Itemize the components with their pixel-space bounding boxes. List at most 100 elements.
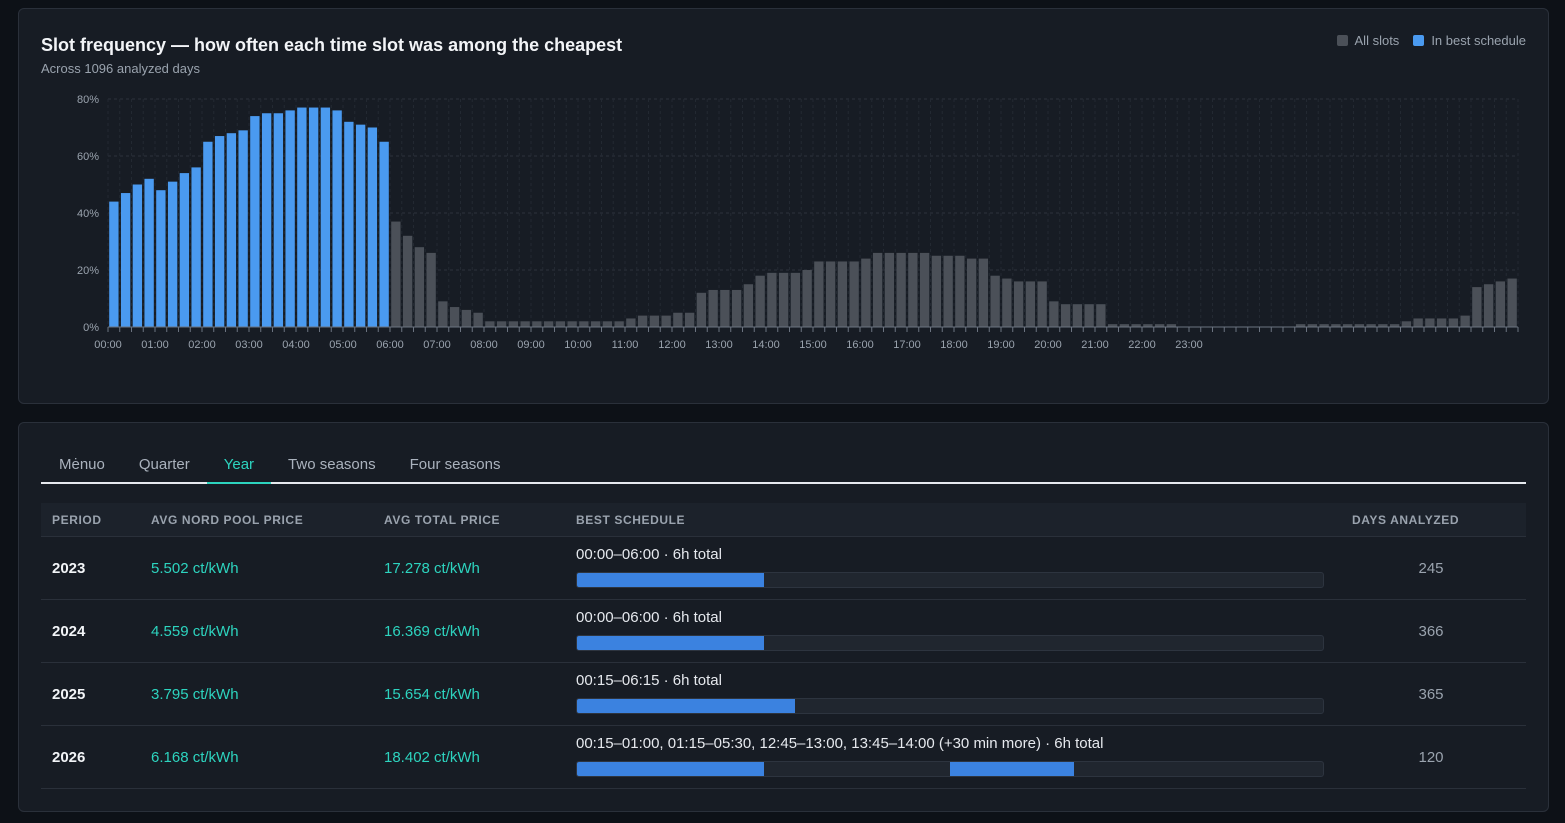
chart-bar [238,130,248,327]
x-tick-label: 00:00 [94,339,122,351]
table-row[interactable]: 2025 3.795 ct/kWh 15.654 ct/kWh 00:15–06… [41,663,1526,726]
chart-bar [614,321,624,327]
chart-bar [1307,324,1318,327]
tab-quarter[interactable]: Quarter [138,456,190,473]
schedule-text: 00:00–06:00 · 6h total [576,546,722,563]
header-days-analyzed[interactable]: DAYS ANALYZED [1352,512,1460,527]
chart-bar [696,292,707,327]
chart-bar [1483,284,1494,327]
row-avg-nord-price: 5.502 ct/kWh [151,559,239,577]
chart-bar [520,321,530,327]
chart-bar [849,261,859,327]
header-period[interactable]: PERIOD [52,512,102,527]
legend-swatch-all-slots [1336,35,1348,46]
chart-bar [344,121,354,327]
x-tick-label: 12:00 [658,339,686,351]
chart-bar [1342,324,1353,327]
chart-bar [144,178,154,327]
x-tick-label: 14:00 [752,339,780,351]
chart-bar [661,315,671,327]
chart-subtitle: Across 1096 analyzed days [41,61,200,76]
chart-bar [931,255,942,327]
chart-bar [1507,278,1517,327]
chart-bar [884,252,895,327]
chart-bar [1131,324,1141,327]
table-row[interactable]: 2023 5.502 ct/kWh 17.278 ct/kWh 00:00–06… [41,537,1526,600]
chart-bar [1084,304,1094,327]
chart-bar [1060,304,1071,327]
x-tick-label: 22:00 [1128,339,1156,351]
chart-bar [1354,324,1365,327]
row-days-analyzed: 366 [1418,622,1444,640]
table-row[interactable]: 2026 6.168 ct/kWh 18.402 ct/kWh 00:15–01… [41,726,1526,789]
legend-label-all-slots: All slots [1354,33,1400,48]
chart-bar [990,275,1000,327]
chart-bar [637,315,648,327]
x-tick-label: 01:00 [141,339,169,351]
tab-four-seasons[interactable]: Four seasons [409,456,501,473]
chart-bar [1119,324,1130,327]
chart-bar [120,193,131,327]
table-header: PERIOD AVG NORD POOL PRICE AVG TOTAL PRI… [41,503,1526,537]
tab-two-seasons[interactable]: Two seasons [288,456,376,473]
y-tick-label: 0% [83,322,99,334]
legend-swatch-best-schedule [1413,35,1425,46]
schedule-timeline-bar [576,572,1324,588]
chart-bar [391,221,401,327]
table-row[interactable]: 2024 4.559 ct/kWh 16.369 ct/kWh 00:00–06… [41,600,1526,663]
schedule-text: 00:15–01:00, 01:15–05:30, 12:45–13:00, 1… [576,735,1104,752]
schedule-timeline-bar [576,635,1324,651]
legend-item-best-schedule[interactable]: In best schedule [1413,33,1526,48]
chart-bar [1495,281,1506,327]
schedule-text: 00:00–06:00 · 6h total [576,609,722,626]
tab-month[interactable]: Mėnuo [59,456,105,473]
chart-bar [1319,324,1329,327]
row-best-schedule: 00:00–06:00 · 6h total [576,546,1336,588]
slot-frequency-card: 0% 20% 40% 60% 80% 00:00 01:00 02:00 03:00 04:00 0… [18,8,1549,404]
x-tick-label: 13:00 [705,339,733,351]
chart-bar [778,272,789,327]
chart-bar [226,133,237,327]
row-best-schedule: 00:15–06:15 · 6h total [576,672,1336,714]
tab-year[interactable]: Year [206,453,272,484]
legend-item-all-slots[interactable]: All slots [1336,33,1400,48]
chart-bar [214,136,225,327]
chart-bar [767,272,777,327]
chart-bar [731,289,742,327]
row-days-analyzed: 120 [1418,748,1444,766]
chart-bar [109,201,119,327]
chart-bar [1072,304,1083,327]
chart-bar [191,167,201,327]
chart-bar [261,113,272,327]
chart-bar [438,301,448,327]
chart-bar [1107,324,1118,327]
row-days-analyzed: 365 [1418,685,1444,703]
row-period: 2024 [52,622,86,640]
x-tick-label: 04:00 [282,339,310,351]
row-avg-nord-price: 4.559 ct/kWh [151,622,239,640]
chart-bar [1401,321,1412,327]
chart-legend: All slots In best schedule [1336,33,1526,48]
row-avg-total-price: 15.654 ct/kWh [384,685,480,703]
x-tick-label: 02:00 [188,339,216,351]
x-tick-label: 16:00 [846,339,874,351]
legend-label-best-schedule: In best schedule [1431,33,1526,48]
header-avg-total-price[interactable]: AVG TOTAL PRICE [384,512,501,527]
chart-bar [1166,324,1177,327]
chart-bar [156,190,166,327]
chart-bar [1143,324,1153,327]
x-tick-label: 18:00 [940,339,968,351]
chart-bar [966,258,977,327]
header-avg-nord-pool-price[interactable]: AVG NORD POOL PRICE [151,512,304,527]
row-avg-total-price: 16.369 ct/kWh [384,622,480,640]
chart-bar [567,321,577,327]
chart-bar [1049,301,1059,327]
chart-bar [743,284,754,327]
header-best-schedule[interactable]: BEST SCHEDULE [576,512,686,527]
row-avg-nord-price: 3.795 ct/kWh [151,685,239,703]
chart-bar [355,124,366,328]
chart-title: Slot frequency — how often each time slo… [41,35,623,55]
chart-bar [308,107,319,327]
schedule-text: 00:15–06:15 · 6h total [576,672,722,689]
chart-bar [872,252,883,327]
